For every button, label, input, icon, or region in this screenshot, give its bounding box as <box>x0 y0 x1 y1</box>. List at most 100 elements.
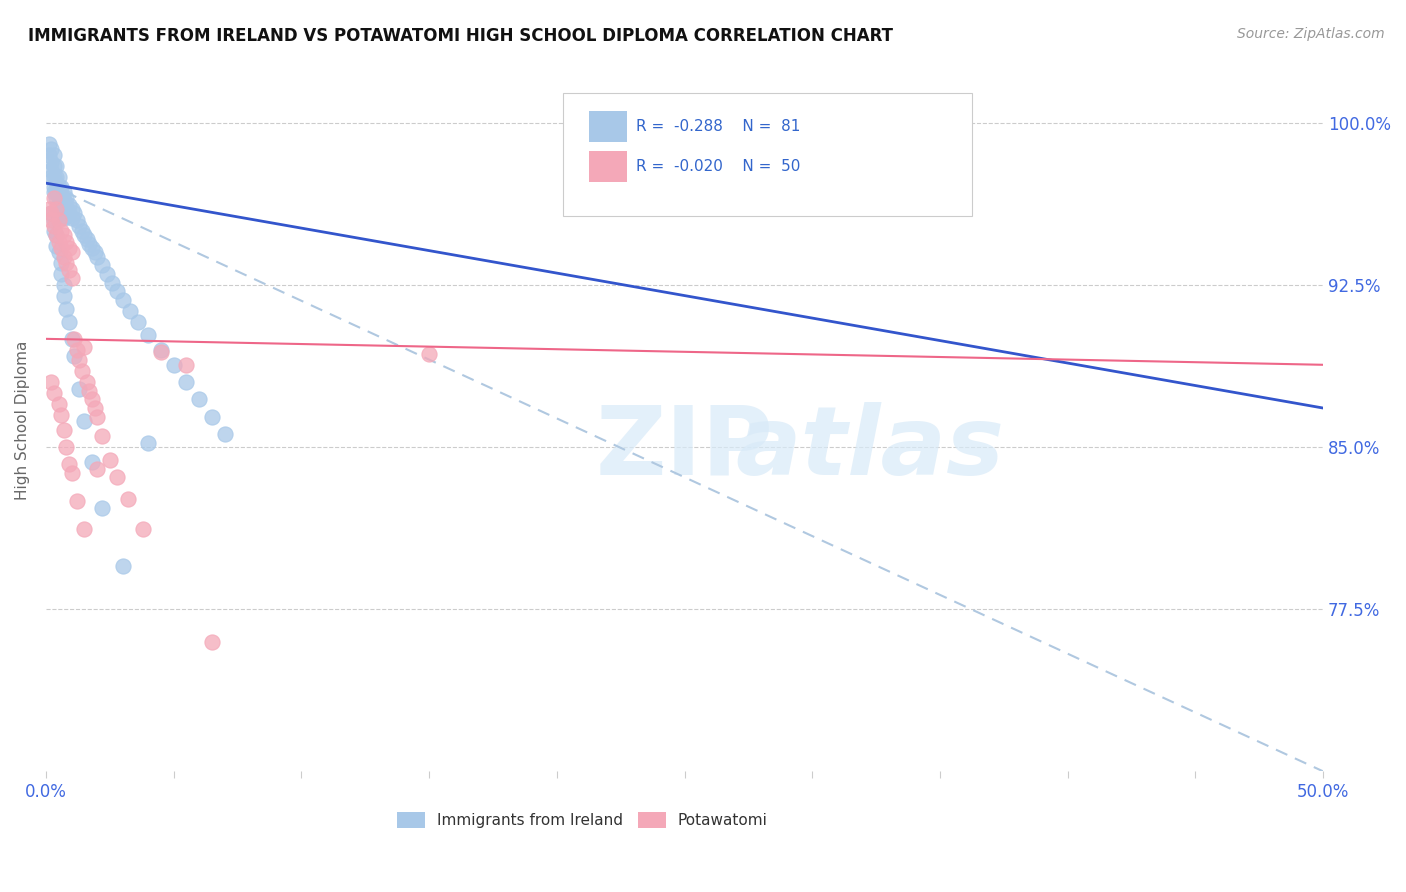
Point <box>96 267 118 281</box>
Point <box>201 409 224 424</box>
Point <box>107 470 129 484</box>
Point <box>73 414 96 428</box>
Point <box>39 169 62 184</box>
Point <box>73 341 96 355</box>
Point <box>45 191 67 205</box>
Point <box>39 154 62 169</box>
FancyBboxPatch shape <box>564 93 972 216</box>
Point <box>55 440 77 454</box>
Point <box>51 206 73 220</box>
Point <box>48 213 70 227</box>
Point <box>42 185 65 199</box>
Point <box>51 224 73 238</box>
Point <box>98 453 121 467</box>
Point <box>55 209 77 223</box>
Point <box>79 236 101 251</box>
Point <box>79 384 101 398</box>
Point <box>48 169 70 184</box>
Point <box>42 224 65 238</box>
Point <box>48 189 70 203</box>
Point <box>39 206 62 220</box>
Point <box>418 347 440 361</box>
Point <box>65 213 87 227</box>
Point <box>60 332 83 346</box>
Legend: Immigrants from Ireland, Potawatomi: Immigrants from Ireland, Potawatomi <box>391 805 773 834</box>
Point <box>39 206 62 220</box>
Point <box>214 427 236 442</box>
Point <box>45 227 67 242</box>
FancyBboxPatch shape <box>589 111 627 143</box>
Point <box>52 423 75 437</box>
Point <box>48 180 70 194</box>
Point <box>63 332 86 346</box>
Point <box>120 303 142 318</box>
Point <box>86 461 108 475</box>
Point <box>38 137 60 152</box>
Point <box>45 239 67 253</box>
Point <box>86 409 108 424</box>
Point <box>60 271 83 285</box>
Point <box>58 457 80 471</box>
Point <box>149 343 172 357</box>
Point <box>52 202 75 216</box>
Point <box>55 235 77 249</box>
Point <box>176 358 198 372</box>
Point <box>73 522 96 536</box>
Point <box>60 202 83 216</box>
Point <box>45 202 67 216</box>
Point <box>45 169 67 184</box>
Point <box>45 176 67 190</box>
Point <box>51 267 73 281</box>
Point <box>51 198 73 212</box>
Point <box>80 241 103 255</box>
Text: R =  -0.020    N =  50: R = -0.020 N = 50 <box>636 160 800 175</box>
Point <box>65 343 87 357</box>
Point <box>48 202 70 216</box>
Point <box>60 245 83 260</box>
Point <box>58 198 80 212</box>
Point <box>45 227 67 242</box>
Point <box>58 241 80 255</box>
Point <box>101 276 124 290</box>
Point <box>42 385 65 400</box>
Point <box>201 634 224 648</box>
Point <box>42 180 65 194</box>
Point <box>83 245 105 260</box>
Point <box>39 213 62 227</box>
Point <box>51 180 73 194</box>
Point <box>132 522 155 536</box>
Text: ZIP: ZIP <box>596 401 773 494</box>
Point <box>42 219 65 234</box>
Point <box>136 435 159 450</box>
Point <box>86 250 108 264</box>
Point <box>48 235 70 249</box>
Text: Source: ZipAtlas.com: Source: ZipAtlas.com <box>1237 27 1385 41</box>
Point <box>83 401 105 415</box>
Point <box>52 250 75 264</box>
Point <box>45 185 67 199</box>
Point <box>38 202 60 216</box>
FancyBboxPatch shape <box>589 151 627 182</box>
Point <box>45 159 67 173</box>
Point <box>51 408 73 422</box>
Point <box>176 375 198 389</box>
Point <box>48 397 70 411</box>
Point <box>70 364 93 378</box>
Point <box>65 494 87 508</box>
Point <box>80 392 103 407</box>
Point <box>111 293 134 307</box>
Point <box>39 375 62 389</box>
Point <box>48 245 70 260</box>
Point <box>58 262 80 277</box>
Point <box>52 227 75 242</box>
Point <box>76 375 98 389</box>
Point <box>42 169 65 184</box>
Point <box>58 314 80 328</box>
Point <box>73 227 96 242</box>
Point <box>55 200 77 214</box>
Point <box>52 194 75 208</box>
Point <box>127 314 149 328</box>
Point <box>58 206 80 220</box>
Point <box>52 185 75 199</box>
Point <box>42 191 65 205</box>
